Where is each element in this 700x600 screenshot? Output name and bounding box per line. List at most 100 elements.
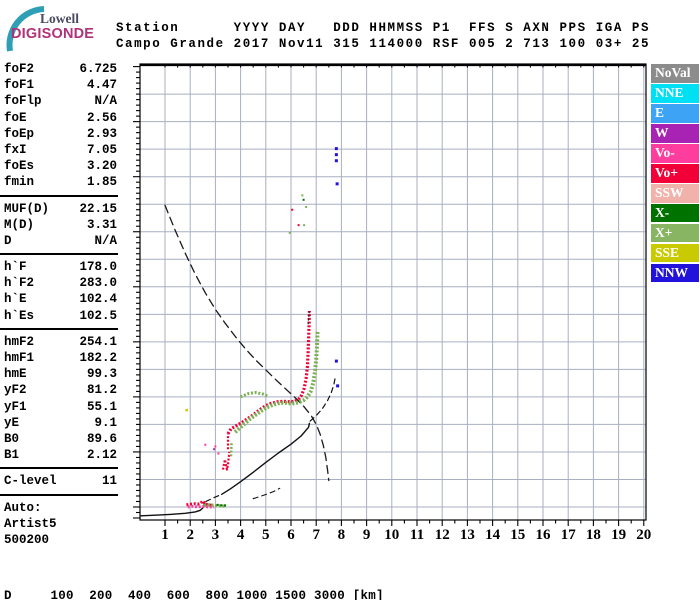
x-tick-label: 14 <box>485 527 501 543</box>
param-value: 3.31 <box>86 217 117 232</box>
param-value: 9.1 <box>94 415 117 430</box>
param-label: hmE <box>4 367 27 382</box>
param-row: h`F 178.0 <box>4 259 117 275</box>
NNW-echo-dots <box>334 147 340 388</box>
param-label: foF1 <box>4 78 35 93</box>
separator-line <box>0 467 118 470</box>
legend-item: E <box>651 103 699 123</box>
x-tick-label: 17 <box>561 527 577 543</box>
param-label: D <box>4 233 12 248</box>
separator-line <box>0 493 118 496</box>
param-row: foEs 3.20 <box>4 158 117 174</box>
param-value: 6.725 <box>79 62 117 76</box>
param-label: yF1 <box>4 399 27 414</box>
param-value: 22.15 <box>79 201 117 216</box>
param-row: D N/A <box>4 233 117 249</box>
ionogram-plot: 9008007006005004003002008012345678910111… <box>108 55 700 550</box>
x-tick-label: 2 <box>186 527 194 543</box>
header-line-2: Campo Grande 2017 Nov11 315 114000 RSF 0… <box>116 37 651 51</box>
valley-extension-dashed <box>252 487 281 500</box>
parameter-panel: foF2 6.725 foF1 4.47 foFlp N/A foE 2.56 foEp 2.93… <box>0 61 118 548</box>
param-label: hmF1 <box>4 351 35 365</box>
profile-valley-dashed <box>205 493 223 503</box>
x-tick-label: 8 <box>338 527 346 543</box>
separator-line <box>0 327 118 330</box>
separator-line <box>0 194 118 197</box>
param-label: Auto: <box>4 500 42 515</box>
x-tick-label: 3 <box>212 527 220 543</box>
param-value: 11 <box>101 474 117 489</box>
param-label: C-level <box>4 474 57 489</box>
distance-row: D 100 200 400 600 800 1000 1500 3000 [km… <box>4 589 384 600</box>
direction-legend: NoVal NNE E W Vo- Vo+ SSW X- X+ SSE NNW <box>651 64 699 284</box>
param-label: fxI <box>4 142 27 157</box>
param-row: M(D) 3.31 <box>4 217 117 233</box>
profile-topside-dashed <box>309 377 336 422</box>
legend-item: SSW <box>651 183 699 203</box>
legend-item: Vo- <box>651 143 699 163</box>
param-label: foEp <box>4 126 35 141</box>
E-trace-X-mode <box>203 503 227 508</box>
param-value: 99.3 <box>86 367 117 382</box>
plot-grid <box>140 64 646 520</box>
param-value: 7.05 <box>86 142 117 157</box>
param-row: B0 89.6 <box>4 431 117 447</box>
green-specks <box>288 194 308 234</box>
param-row: yF1 55.1 <box>4 399 117 415</box>
param-row: Artist5 <box>4 516 117 532</box>
param-row: Auto: <box>4 500 117 516</box>
distance-muf-table: D 100 200 400 600 800 1000 1500 3000 [km… <box>4 553 664 600</box>
dark-green-speck <box>302 198 305 201</box>
axis-ticks <box>133 64 645 526</box>
x-tick-label: 9 <box>363 527 371 543</box>
param-row: foE 2.56 <box>4 110 117 126</box>
param-value: 4.47 <box>86 78 117 93</box>
F-trace-X-mode <box>233 331 320 434</box>
param-row: foF2 6.725 <box>4 61 117 77</box>
logo-arc-icon <box>6 6 45 52</box>
x-tick-label: 18 <box>586 527 601 543</box>
legend-item: NNW <box>651 263 699 283</box>
param-row: hmF2 254.1 <box>4 334 117 350</box>
F-cusp-zigzag <box>221 451 231 471</box>
legend-item: W <box>651 123 699 143</box>
logo-digisonde-text: DIGISONDE <box>11 26 95 42</box>
ionogram-canvas: 9008007006005004003002008012345678910111… <box>108 59 652 543</box>
param-row: foFlp N/A <box>4 93 117 109</box>
param-label: Artist5 <box>4 516 57 531</box>
E-trace-X-dark <box>216 503 228 507</box>
F-cusp-green-fragments <box>229 443 233 457</box>
header-line-1: Station YYYY DAY DDD HHMMSS P1 FFS S AXN… <box>116 21 651 35</box>
transmission-curve-dashed <box>164 204 330 482</box>
param-row: fmin 1.85 <box>4 174 117 190</box>
param-label: foEs <box>4 159 35 174</box>
param-value: 81.2 <box>86 383 117 398</box>
legend-item: X+ <box>651 223 699 243</box>
param-label: 500200 <box>4 532 50 547</box>
param-row: yF2 81.2 <box>4 382 117 398</box>
param-row: hmE 99.3 <box>4 366 117 382</box>
param-value: 3.20 <box>86 159 117 174</box>
param-label: h`Es <box>4 308 35 323</box>
param-value: N/A <box>94 233 117 248</box>
param-label: yE <box>4 415 20 430</box>
param-row: 500200 <box>4 532 117 548</box>
x-tick-label: 7 <box>312 527 320 543</box>
red-specks <box>291 208 300 227</box>
x-tick-label: 1 <box>161 527 169 543</box>
logo-lowell-text: Lowell <box>40 11 79 26</box>
param-label: B1 <box>4 448 20 463</box>
F-trace-X-upper-band <box>240 391 269 399</box>
legend-item: SSE <box>651 243 699 263</box>
x-tick-label: 19 <box>611 527 626 543</box>
param-row: yE 9.1 <box>4 415 117 431</box>
axis-labels: 9008007006005004003002008012345678910111… <box>108 59 652 543</box>
x-tick-label: 20 <box>636 527 651 543</box>
param-label: foF2 <box>4 62 35 76</box>
legend-item: X- <box>651 203 699 223</box>
E-trace-pink <box>187 504 215 509</box>
param-row: hmF1 182.2 <box>4 350 117 366</box>
param-label: foE <box>4 110 27 125</box>
param-row: h`E 102.4 <box>4 291 117 307</box>
